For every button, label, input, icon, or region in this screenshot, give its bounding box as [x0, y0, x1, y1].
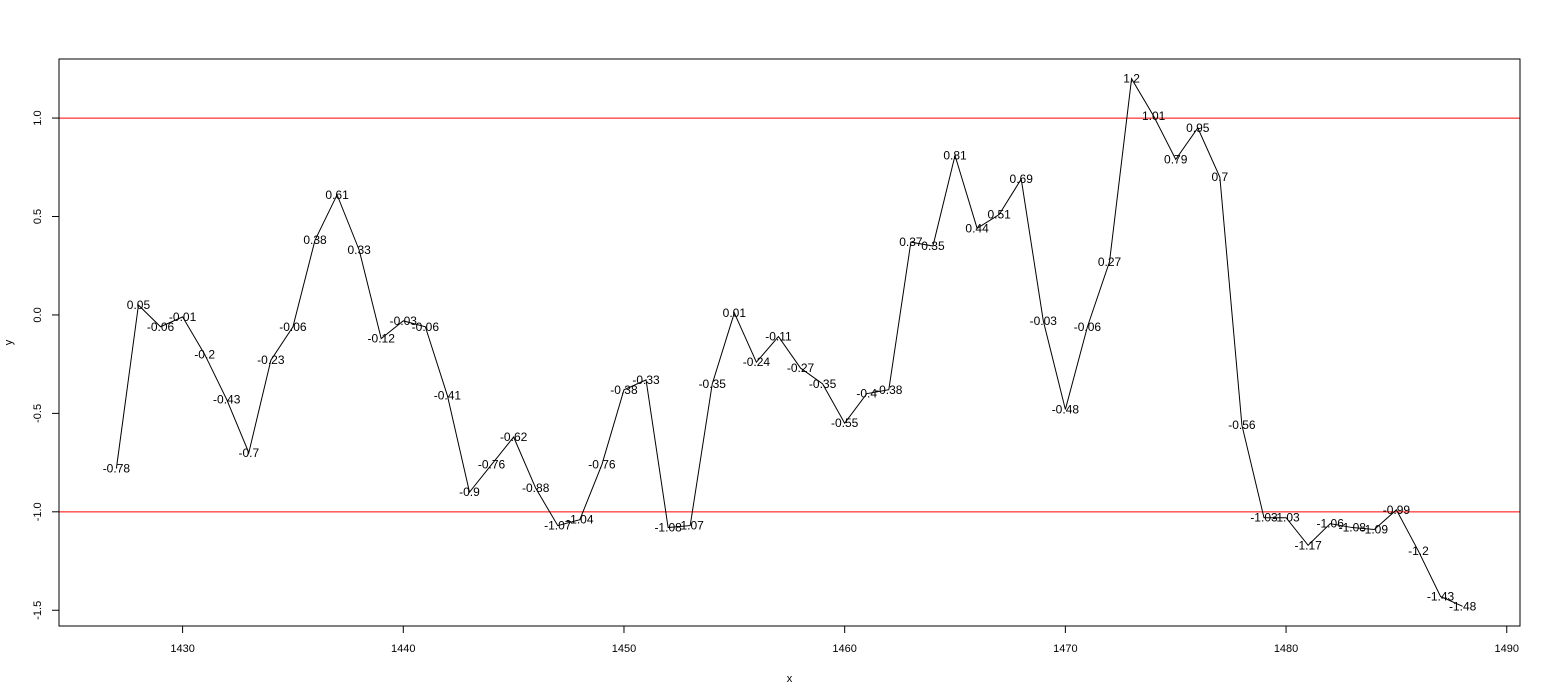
x-tick-label: 1470 — [1053, 643, 1077, 655]
data-point-label: -0.9 — [459, 485, 480, 499]
data-point-label: 0.44 — [965, 221, 989, 235]
plot-frame — [58, 58, 1521, 627]
data-point-label: 0.69 — [1010, 172, 1034, 186]
data-point-label: -0.4 — [856, 387, 877, 401]
data-point-label: -1.07 — [544, 519, 572, 533]
data-point-label: -0.23 — [257, 353, 285, 367]
data-point-label: -0.56 — [1228, 418, 1256, 432]
data-point-label: -1.09 — [1361, 523, 1389, 537]
y-axis-title: y — [3, 339, 15, 345]
data-point-label: 0.01 — [723, 306, 747, 320]
y-tick-label: 1.0 — [32, 110, 44, 125]
data-point-label: 1.2 — [1123, 72, 1140, 86]
data-point-label: 0.61 — [325, 188, 349, 202]
data-point-label: -0.76 — [588, 458, 616, 472]
data-point-label: -0.03 — [390, 314, 418, 328]
data-point-label: 0.81 — [943, 148, 967, 162]
data-point-label: -1.04 — [566, 513, 594, 527]
data-point-label: -0.06 — [1074, 320, 1102, 334]
data-point-label: -0.01 — [169, 310, 197, 324]
data-point-label: -1.07 — [677, 519, 705, 533]
x-tick-label: 1440 — [391, 643, 415, 655]
data-point-label: -1.03 — [1250, 511, 1278, 525]
y-tick-label: 0.5 — [32, 209, 44, 224]
data-point-label: 0.79 — [1164, 152, 1188, 166]
series-line-0 — [115, 77, 1463, 607]
data-point-label: -0.03 — [1030, 314, 1058, 328]
data-point-label: 0.7 — [1212, 170, 1229, 184]
data-point-label: -0.88 — [522, 481, 550, 495]
reference-lines — [59, 117, 1520, 513]
data-point-label: -1.08 — [1339, 521, 1367, 535]
data-point-label: -0.62 — [500, 430, 528, 444]
data-point-label: -1.03 — [1272, 511, 1300, 525]
data-labels: -0.780.05-0.06-0.01-0.2-0.43-0.7-0.23-0.… — [103, 72, 1477, 614]
data-point-label: -1.17 — [1294, 538, 1322, 552]
data-point-label: -0.06 — [412, 320, 440, 334]
data-point-label: -0.48 — [1052, 402, 1080, 416]
y-axis: -1.5 -1.0 -0.5 0.0 0.5 1.0 — [32, 110, 60, 620]
y-tick-label: -1.5 — [32, 601, 44, 620]
data-point-label: 0.38 — [303, 233, 327, 247]
data-point-label: -0.76 — [478, 458, 506, 472]
data-point-label: -1.06 — [1317, 517, 1345, 531]
data-point-label: -0.35 — [699, 377, 727, 391]
data-point-label: -1.2 — [1408, 544, 1429, 558]
data-point-label: 0.37 — [899, 235, 923, 249]
data-point-label: 0.05 — [127, 298, 151, 312]
data-point-label: 0.51 — [987, 208, 1011, 222]
data-point-label: -0.41 — [434, 389, 462, 403]
data-point-label: -1.43 — [1427, 589, 1455, 603]
data-point-label: -0.43 — [213, 393, 241, 407]
data-point-label: -0.33 — [632, 373, 660, 387]
data-point-label: 0.33 — [347, 243, 371, 257]
y-tick-label: 0.0 — [32, 307, 44, 322]
data-point-label: -0.24 — [743, 355, 771, 369]
data-point-label: -0.11 — [765, 330, 792, 344]
x-axis: 1430 1440 1450 1460 1470 1480 1490 — [170, 625, 1519, 655]
data-point-label: -0.78 — [103, 462, 131, 476]
data-point-label: 0.35 — [921, 239, 945, 253]
data-point-label: -1.48 — [1449, 599, 1477, 613]
data-point-label: -0.38 — [875, 383, 903, 397]
data-point-label: -0.06 — [147, 320, 175, 334]
data-point-label: -0.99 — [1383, 503, 1411, 517]
x-tick-label: 1480 — [1274, 643, 1298, 655]
data-point-label: -1.08 — [654, 521, 682, 535]
data-point-label: -0.55 — [831, 416, 859, 430]
data-point-label: 0.95 — [1186, 121, 1210, 135]
data-point-label: -0.12 — [368, 332, 396, 346]
y-tick-label: -1.0 — [32, 502, 44, 521]
data-point-label: 0.27 — [1098, 255, 1122, 269]
data-point-label: -0.2 — [194, 347, 215, 361]
x-tick-label: 1490 — [1495, 643, 1519, 655]
x-axis-title: x — [787, 673, 793, 685]
series-layer — [115, 77, 1463, 607]
y-tick-label: -0.5 — [32, 404, 44, 423]
data-point-label: -0.27 — [787, 361, 815, 375]
data-point-label: -0.38 — [610, 383, 638, 397]
x-tick-label: 1450 — [612, 643, 636, 655]
data-point-label: -0.06 — [279, 320, 307, 334]
data-point-label: -0.7 — [238, 446, 259, 460]
x-tick-label: 1430 — [170, 643, 194, 655]
data-point-label: 1.01 — [1142, 109, 1166, 123]
x-tick-label: 1460 — [832, 643, 856, 655]
data-point-label: -0.35 — [809, 377, 837, 391]
